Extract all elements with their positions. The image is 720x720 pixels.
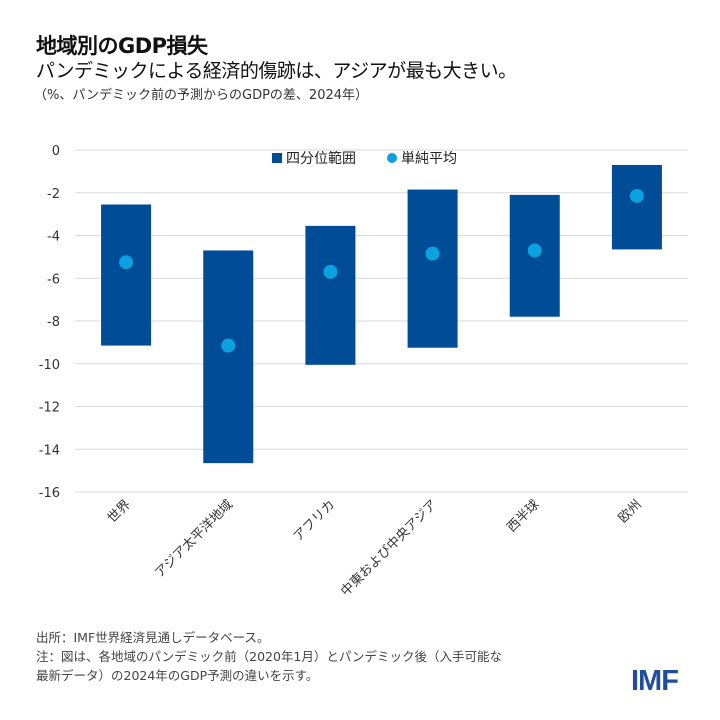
mean-point [629,188,644,203]
x-tick-label: 世界 [105,497,134,526]
footnote-line-2: 最新データ）の2024年のGDP予測の違いを示す。 [36,668,319,683]
y-tick-label: -6 [47,272,60,287]
y-tick-label: -12 [39,401,60,416]
unit-note: （%、パンデミック前の予測からのGDPの差、2024年） [34,88,369,103]
y-tick-label: -8 [47,315,60,330]
mean-point [221,338,236,353]
range-bar [611,164,662,250]
chart-title: 地域別のGDP損失 [36,34,208,58]
y-tick-label: -2 [47,187,60,202]
mean-point [425,246,440,261]
chart-subtitle: パンデミックによる経済的傷跡は、アジアが最も大きい。 [36,60,517,82]
range-bar [407,189,458,348]
x-tick-label: 中東および中央アジア [338,497,441,600]
source-note: 出所：IMF世界経済見通しデータベース。 [36,630,270,645]
legend-range-swatch [272,153,282,163]
mean-point [119,255,134,270]
y-tick-label: -14 [39,443,60,458]
legend-range-label: 四分位範囲 [286,150,356,167]
legend-mean-swatch [387,153,397,163]
mean-point [323,264,338,279]
y-tick-label: -4 [47,230,60,245]
x-tick-label: アジア太平洋地域 [152,497,236,581]
y-tick-label: -10 [39,358,60,373]
range-bar [305,225,356,365]
x-tick-label: 欧州 [616,497,645,526]
x-tick-label: アフリカ [291,497,338,544]
x-tick-label: 西半球 [504,497,542,535]
y-tick-label: -16 [39,486,60,501]
legend-mean-label: 単純平均 [401,151,457,167]
footnote-line-1: 注：図は、各地域のパンデミック前（2020年1月）とパンデミック後（入手可能な [36,649,503,664]
y-tick-label: 0 [52,144,60,159]
range-bar [203,250,254,464]
imf-logo: IMF [631,665,679,697]
mean-point [527,243,542,258]
range-bar [101,204,152,346]
